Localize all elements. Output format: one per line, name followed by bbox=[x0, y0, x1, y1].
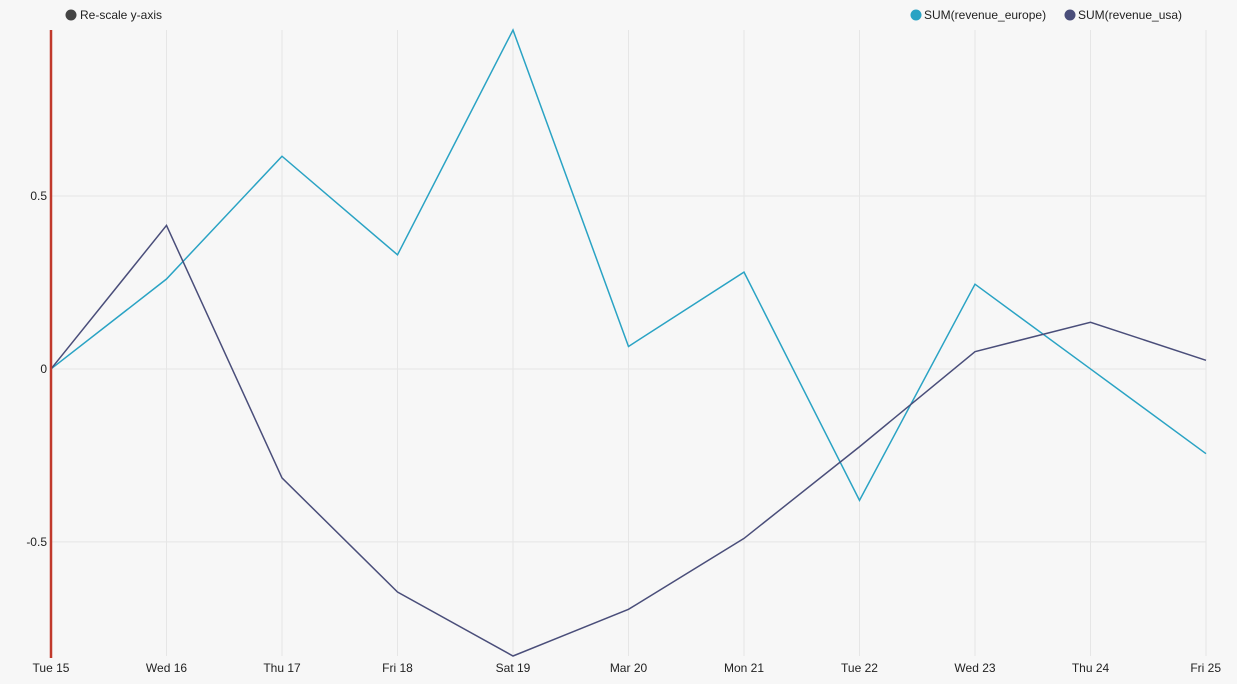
x-tick-label: Mar 20 bbox=[610, 661, 648, 675]
x-tick-label: Sat 19 bbox=[496, 661, 531, 675]
series-line-usa[interactable] bbox=[50, 223, 1207, 657]
series-line-europe[interactable] bbox=[50, 28, 1207, 502]
legend-item[interactable]: SUM(revenue_usa) bbox=[1064, 8, 1183, 22]
legend-label[interactable]: SUM(revenue_europe) bbox=[924, 8, 1046, 22]
x-tick-label: Tue 15 bbox=[33, 661, 70, 675]
x-axis: Tue 15 Wed 16 Thu 17 Fri 18 Sat 19 Mar 20 Mon … bbox=[33, 661, 1222, 675]
x-tick-label: Wed 16 bbox=[146, 661, 187, 675]
y-tick-label: 0.5 bbox=[30, 189, 47, 203]
x-tick-label: Wed 23 bbox=[954, 661, 995, 675]
x-tick-label: Thu 24 bbox=[1072, 661, 1110, 675]
series-group bbox=[50, 28, 1207, 657]
legend-item[interactable]: SUM(revenue_europe) bbox=[910, 8, 1047, 22]
legend-dot[interactable] bbox=[1064, 9, 1076, 21]
legend-dot[interactable] bbox=[910, 9, 922, 21]
rescale-toggle-label[interactable]: Re-scale y-axis bbox=[80, 8, 162, 22]
x-tick-label: Fri 18 bbox=[382, 661, 413, 675]
rescale-toggle[interactable]: Re-scale y-axis bbox=[65, 8, 163, 22]
x-tick-label: Fri 25 bbox=[1190, 661, 1221, 675]
grid bbox=[50, 30, 1207, 656]
legend: SUM(revenue_europe) SUM(revenue_usa) bbox=[910, 8, 1183, 22]
y-axis: 0.5 0 -0.5 bbox=[26, 189, 47, 549]
x-tick-label: Thu 17 bbox=[263, 661, 301, 675]
rescale-toggle-dot[interactable] bbox=[65, 9, 77, 21]
x-tick-label: Mon 21 bbox=[724, 661, 764, 675]
legend-label[interactable]: SUM(revenue_usa) bbox=[1078, 8, 1182, 22]
y-tick-label: -0.5 bbox=[26, 535, 47, 549]
x-tick-label: Tue 22 bbox=[841, 661, 878, 675]
y-tick-label: 0 bbox=[40, 362, 47, 376]
